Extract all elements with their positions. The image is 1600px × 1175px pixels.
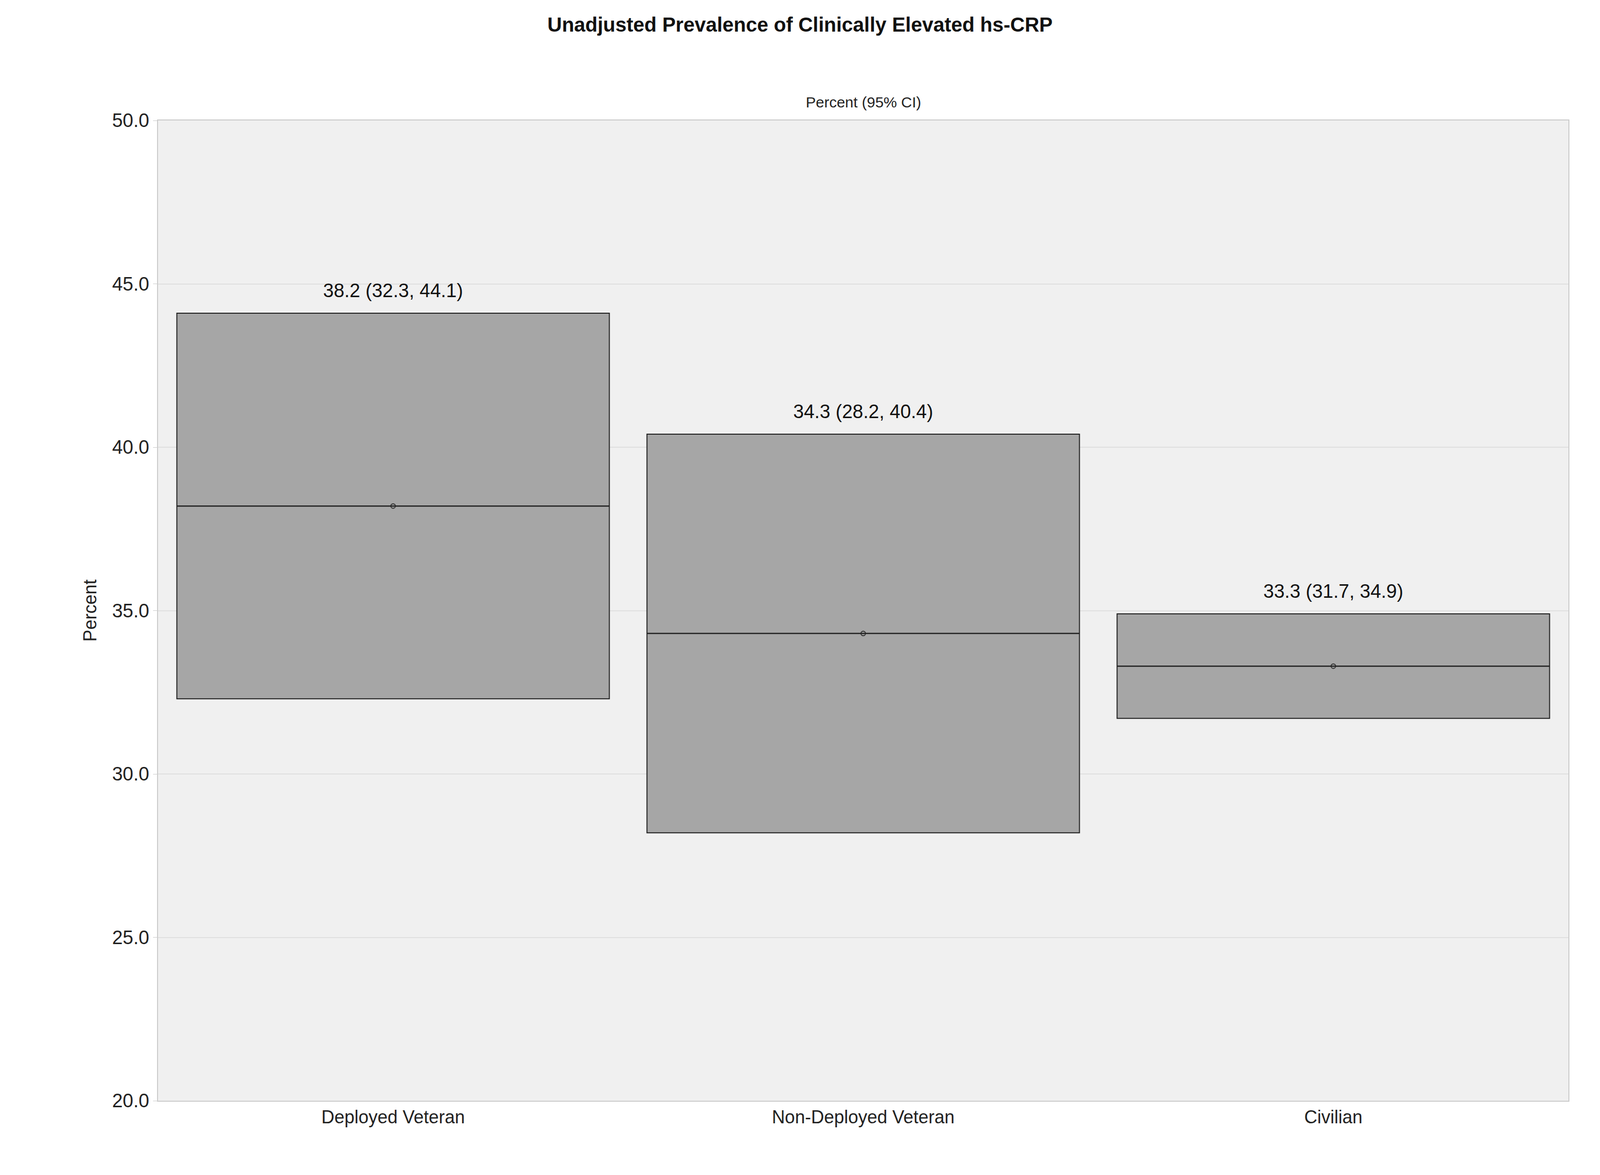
svg-text:30.0: 30.0: [111, 763, 150, 785]
svg-text:Unadjusted Prevalence of Clini: Unadjusted Prevalence of Clinically Elev…: [547, 13, 1053, 36]
svg-text:34.3 (28.2, 40.4): 34.3 (28.2, 40.4): [793, 400, 934, 422]
svg-text:20.0: 20.0: [111, 1089, 150, 1111]
svg-text:Percent: Percent: [79, 578, 101, 642]
svg-text:Percent (95% CI): Percent (95% CI): [805, 93, 922, 111]
svg-text:25.0: 25.0: [111, 926, 150, 948]
svg-text:Deployed Veteran: Deployed Veteran: [321, 1106, 465, 1127]
svg-text:Non-Deployed Veteran: Non-Deployed Veteran: [771, 1106, 955, 1127]
svg-text:50.0: 50.0: [111, 109, 150, 131]
svg-text:33.3 (31.7, 34.9): 33.3 (31.7, 34.9): [1263, 580, 1404, 602]
svg-text:38.2 (32.3, 44.1): 38.2 (32.3, 44.1): [323, 279, 464, 302]
svg-text:Civilian: Civilian: [1303, 1106, 1363, 1127]
svg-text:40.0: 40.0: [111, 436, 150, 458]
svg-text:45.0: 45.0: [111, 273, 150, 295]
svg-text:35.0: 35.0: [111, 600, 150, 622]
